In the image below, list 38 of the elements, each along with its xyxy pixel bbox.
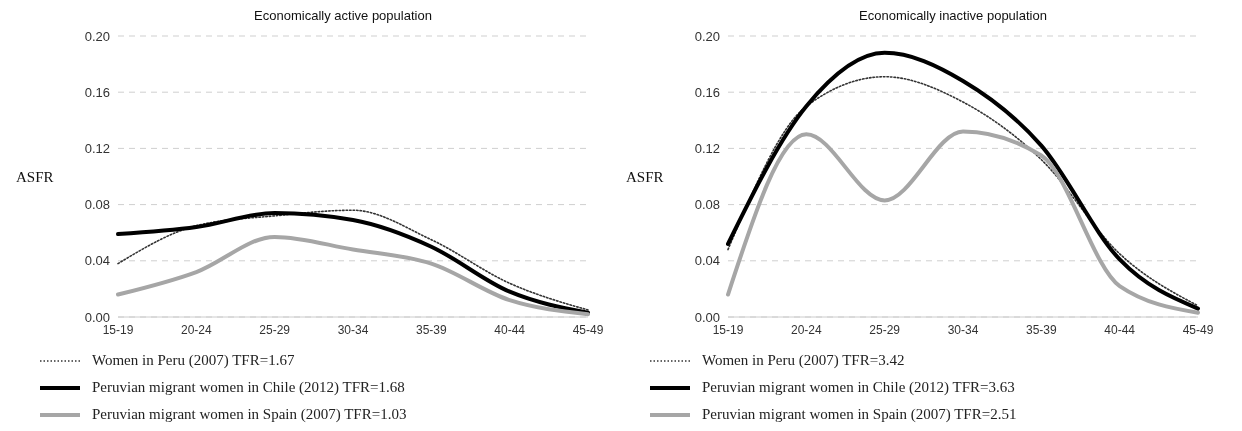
y-tick-label: 0.16 bbox=[84, 84, 110, 100]
x-tick-label: 40-44 bbox=[494, 322, 526, 337]
x-tick-label: 30-34 bbox=[337, 322, 369, 337]
x-tick-label: 25-29 bbox=[259, 322, 291, 337]
legend-label: Peruvian migrant women in Spain (2007) TFR=1.03 bbox=[92, 406, 407, 423]
y-tick-label: 0.08 bbox=[694, 197, 720, 213]
legend-label: Peruvian migrant women in Chile (2012) TFR=3.63 bbox=[702, 379, 1015, 396]
chart-title: Economically active population bbox=[253, 8, 433, 25]
legend-label: Peruvian migrant women in Chile (2012) TFR=1.68 bbox=[92, 379, 405, 396]
y-tick-label: 0.04 bbox=[694, 253, 720, 269]
y-axis-title: ASFR bbox=[626, 168, 664, 185]
x-tick-label: 35-39 bbox=[1025, 322, 1057, 337]
chart-title: Economically inactive population bbox=[858, 8, 1048, 25]
y-tick-label: 0.20 bbox=[84, 28, 110, 44]
x-tick-label: 30-34 bbox=[947, 322, 979, 337]
y-tick-label: 0.08 bbox=[84, 197, 110, 213]
line-series bbox=[116, 234, 590, 317]
y-tick-label: 0.12 bbox=[84, 141, 110, 157]
y-tick-label: 0.00 bbox=[694, 309, 720, 325]
y-axis-title: ASFR bbox=[16, 168, 54, 185]
x-tick-label: 45-49 bbox=[572, 322, 604, 337]
x-tick-label: 20-24 bbox=[180, 322, 212, 337]
legend-label: Women in Peru (2007) TFR=3.42 bbox=[702, 352, 905, 369]
y-tick-label: 0.12 bbox=[694, 141, 720, 157]
x-tick-label: 35-39 bbox=[415, 322, 447, 337]
x-tick-label: 40-44 bbox=[1104, 322, 1136, 337]
y-tick-label: 0.16 bbox=[694, 84, 720, 100]
x-tick-label: 15-19 bbox=[712, 322, 744, 337]
y-tick-label: 0.20 bbox=[694, 28, 720, 44]
x-tick-label: 25-29 bbox=[869, 322, 901, 337]
x-tick-label: 20-24 bbox=[790, 322, 822, 337]
line-series bbox=[726, 129, 1200, 315]
y-tick-label: 0.04 bbox=[84, 253, 110, 269]
x-tick-label: 45-49 bbox=[1182, 322, 1214, 337]
legend-label: Peruvian migrant women in Spain (2007) TFR=2.51 bbox=[702, 406, 1017, 423]
x-tick-label: 15-19 bbox=[102, 322, 134, 337]
legend-label: Women in Peru (2007) TFR=1.67 bbox=[92, 352, 295, 369]
y-tick-label: 0.00 bbox=[84, 309, 110, 325]
